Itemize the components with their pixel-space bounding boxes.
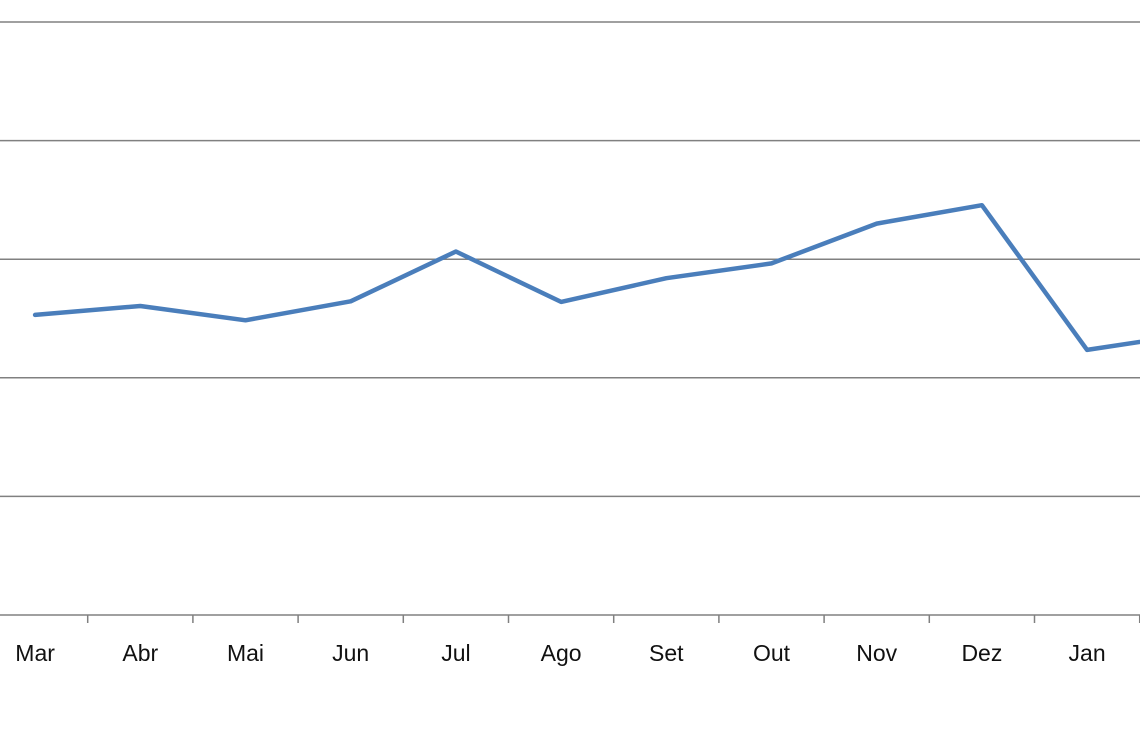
x-tick-label: Jan — [1069, 640, 1106, 666]
x-axis-tick-labels: Mar Abr Mai Jun Jul Ago Set Out Nov Dez Jan — [15, 640, 1105, 666]
x-tick-label: Set — [649, 640, 684, 666]
gridlines — [0, 21, 1140, 498]
x-tick-label: Abr — [122, 640, 158, 666]
series-layer — [32, 202, 1140, 353]
x-tick-label: Mai — [227, 640, 264, 666]
x-tick-label: Mar — [15, 640, 55, 666]
x-tick-label: Jul — [441, 640, 470, 666]
x-tick-label: Out — [753, 640, 791, 666]
x-tick-label: Jun — [332, 640, 369, 666]
x-tick-label: Nov — [856, 640, 897, 666]
series-line — [32, 202, 1140, 353]
x-tick-label: Ago — [541, 640, 582, 666]
x-axis-ticks — [86, 615, 1140, 623]
x-tick-label: Dez — [961, 640, 1002, 666]
